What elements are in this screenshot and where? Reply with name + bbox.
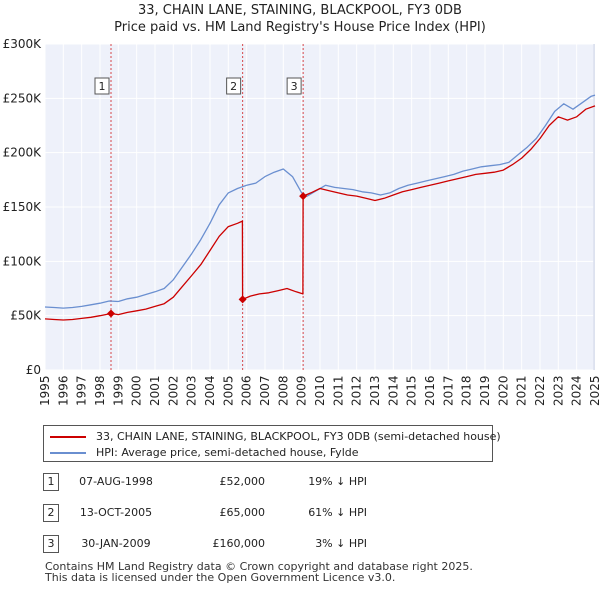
chart-title-main: 33, CHAIN LANE, STAINING, BLACKPOOL, FY3…: [138, 3, 462, 18]
sale-hpi-diff: 3% ↓ HPI: [315, 537, 367, 550]
x-tick-label: 2001: [148, 375, 162, 406]
footer-line-2: This data is licensed under the Open Gov…: [45, 571, 396, 584]
sale-point-marker: [107, 309, 115, 318]
sale-number-badge: 1: [43, 473, 59, 491]
footer-attribution: Contains HM Land Registry data © Crown c…: [45, 561, 473, 583]
legend-label-hpi: HPI: Average price, semi-detached house,…: [96, 446, 359, 459]
x-tick-label: 2000: [130, 375, 144, 406]
legend-item-hpi: HPI: Average price, semi-detached house,…: [50, 445, 359, 460]
x-tick-label: 2019: [478, 375, 492, 406]
x-tick-label: 2005: [221, 375, 235, 406]
property-series-line: [44, 105, 596, 321]
sale-point-marker: [238, 295, 247, 304]
x-tick-label: 2018: [460, 375, 474, 406]
x-tick-label: 2009: [295, 375, 309, 406]
x-tick-label: 2013: [368, 375, 382, 406]
x-tick-label: 2011: [331, 375, 345, 406]
sale-price: £160,000: [212, 537, 266, 550]
x-tick-label: 2008: [276, 375, 290, 406]
future-shade: [593, 44, 595, 370]
x-tick-label: 1999: [111, 375, 125, 406]
x-tick-label: 2002: [166, 375, 180, 406]
sale-hpi-diff: 61% ↓ HPI: [308, 506, 367, 519]
sale-point-marker: [299, 192, 308, 201]
y-tick-label: £0: [26, 363, 41, 377]
chart-subtitle: Price paid vs. HM Land Registry's House …: [114, 20, 486, 35]
x-tick-label: 2022: [533, 375, 547, 406]
x-tick-label: 1995: [38, 375, 52, 406]
sale-number-box-border: [94, 77, 110, 95]
sale-number-label: 3: [291, 80, 298, 93]
x-tick-label: 2016: [423, 375, 437, 406]
chart-title: 33, CHAIN LANE, STAINING, BLACKPOOL, FY3…: [0, 2, 600, 36]
sale-number-label: 1: [99, 80, 106, 93]
sale-number-box: 2: [226, 77, 242, 95]
x-tick-label: 2015: [405, 375, 419, 406]
y-tick-label: £150K: [3, 200, 43, 214]
sale-date: 13-OCT-2005: [79, 506, 153, 519]
y-tick-label: £200K: [3, 146, 43, 160]
sale-number-label: 2: [230, 80, 237, 93]
y-tick-label: £300K: [3, 37, 43, 51]
sale-date: 30-JAN-2009: [81, 537, 151, 550]
x-tick-label: 1997: [75, 375, 89, 406]
y-tick-label: £50K: [10, 309, 42, 323]
x-tick-label: 2004: [203, 375, 217, 406]
sale-number-box: 3: [286, 77, 302, 95]
legend-swatch-hpi: [50, 452, 86, 454]
chart-legend: 33, CHAIN LANE, STAINING, BLACKPOOL, FY3…: [43, 425, 501, 462]
y-tick-label: £250K: [3, 91, 43, 105]
x-tick-label: 1998: [93, 375, 107, 406]
x-tick-label: 2003: [185, 375, 199, 406]
legend-item-property: 33, CHAIN LANE, STAINING, BLACKPOOL, FY3…: [50, 429, 501, 444]
sale-number-box-border: [226, 77, 242, 95]
x-tick-label: 2025: [588, 375, 600, 406]
sale-price: £52,000: [219, 475, 266, 488]
x-tick-label: 2007: [258, 375, 272, 406]
price-chart: 1 2 3 £0 £50K £100K £150K £200K £250K £300K 1995 1…: [3, 37, 600, 406]
footer-line-1: Contains HM Land Registry data © Crown c…: [45, 560, 473, 573]
x-tick-label: 1996: [56, 375, 70, 406]
sale-date: 07-AUG-1998: [79, 475, 153, 488]
x-tick-label: 2010: [313, 375, 327, 406]
sale-number-badge: 3: [43, 535, 59, 553]
x-tick-label: 2014: [386, 375, 400, 406]
sale-number-box-border: [286, 77, 302, 95]
x-tick-label: 2017: [441, 375, 455, 406]
legend-label-property: 33, CHAIN LANE, STAINING, BLACKPOOL, FY3…: [96, 430, 501, 443]
legend-swatch-property: [50, 436, 86, 438]
sale-number-box: 1: [94, 77, 110, 95]
x-tick-label: 2021: [515, 375, 529, 406]
sale-number-badge: 2: [43, 504, 59, 522]
x-tick-label: 2023: [551, 375, 565, 406]
x-tick-label: 2012: [350, 375, 364, 406]
sale-hpi-diff: 19% ↓ HPI: [308, 475, 367, 488]
x-tick-label: 2006: [240, 375, 254, 406]
x-tick-label: 2024: [570, 375, 584, 406]
hpi-series-line: [44, 94, 596, 309]
sale-price: £65,000: [219, 506, 266, 519]
x-tick-label: 2020: [496, 375, 510, 406]
y-tick-label: £100K: [3, 254, 43, 268]
